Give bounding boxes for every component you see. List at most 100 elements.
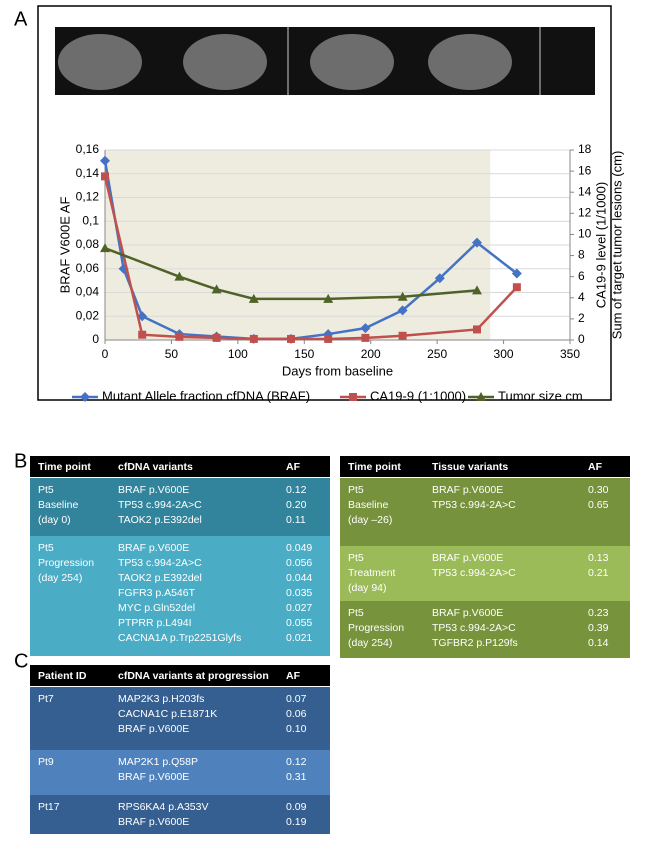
legend-label: Mutant Allele fraction cfDNA (BRAF): [102, 388, 310, 403]
cell-text: Baseline: [38, 499, 78, 511]
cell-text: BRAF p.V600E: [118, 723, 189, 735]
cell-text: 0.11: [286, 514, 306, 526]
x-tick-label: 250: [427, 347, 447, 361]
cell-text: 0.19: [286, 816, 307, 828]
cell-text: Pt5: [38, 484, 54, 496]
x-tick-label: 350: [560, 347, 580, 361]
cell-text: Pt5: [348, 607, 364, 619]
marker: [248, 293, 259, 303]
legend-label: CA19-9 (1:1000): [370, 388, 466, 403]
marker: [212, 333, 221, 342]
table-row: [340, 478, 630, 546]
header-cell: Time point: [348, 461, 401, 473]
y2-tick-label: 6: [578, 269, 585, 283]
cell-text: MYC p.Gln52del: [118, 602, 195, 614]
marker: [512, 283, 521, 292]
cell-text: Pt17: [38, 801, 60, 813]
cell-text: MAP2K3 p.H203fs: [118, 693, 204, 705]
table-row: [30, 750, 330, 795]
marker: [175, 332, 184, 341]
table-row: [340, 546, 630, 601]
y2-tick-label: 14: [578, 184, 592, 198]
cell-text: 0.06: [286, 708, 307, 720]
y2-tick-label: 2: [578, 311, 585, 325]
x-tick-label: 100: [228, 347, 248, 361]
marker: [511, 268, 522, 279]
cell-text: Pt5: [348, 552, 364, 564]
cell-text: 0.14: [588, 637, 609, 649]
y-tick-label: 0,04: [76, 285, 100, 299]
cell-text: Progression: [38, 557, 94, 569]
ct-strip: [55, 27, 595, 95]
cell-text: Treatment: [348, 567, 396, 579]
y-tick-label: 0,12: [76, 190, 100, 204]
cell-text: Baseline: [348, 499, 388, 511]
marker: [80, 392, 90, 402]
header-cell: AF: [286, 670, 301, 682]
cell-text: TAOK2 p.E392del: [118, 514, 202, 526]
marker: [361, 333, 370, 342]
marker: [434, 273, 445, 284]
cell-text: 0.044: [286, 572, 312, 584]
panel-label: B: [14, 450, 27, 472]
cell-text: Pt9: [38, 756, 54, 768]
cell-text: 0.10: [286, 723, 307, 735]
table-row: [30, 795, 330, 834]
cell-text: BRAF p.V600E: [432, 484, 503, 496]
x-tick-label: 0: [102, 347, 109, 361]
table-row: [30, 478, 330, 536]
table-header: [30, 456, 330, 477]
cell-text: BRAF p.V600E: [432, 607, 503, 619]
header-cell: cfDNA variants at progression: [118, 670, 269, 682]
legend-label: Tumor size cm: [498, 388, 583, 403]
cell-text: TP53 c.994-2A>C: [432, 499, 516, 511]
cell-text: 0.021: [286, 632, 312, 644]
y2-tick-label: 0: [578, 332, 585, 346]
x-tick-label: 300: [494, 347, 514, 361]
cell-text: TP53 c.994-2A>C: [432, 567, 516, 579]
cell-text: 0.65: [588, 499, 609, 511]
panel-label: A: [14, 8, 28, 30]
cell-text: Pt7: [38, 693, 54, 705]
y-tick-label: 0,14: [76, 166, 100, 180]
cell-text: TP53 c.994-2A>C: [118, 499, 202, 511]
cell-text: BRAF p.V600E: [118, 771, 189, 783]
cell-text: 0.049: [286, 542, 312, 554]
cell-text: 0.035: [286, 587, 312, 599]
marker: [398, 331, 407, 340]
table-header: [340, 456, 630, 477]
cell-text: CACNA1A p.Trp2251Glyfs: [118, 632, 241, 644]
cell-text: BRAF p.V600E: [432, 552, 503, 564]
y-axis-label: BRAF V600E AF: [57, 197, 72, 294]
marker: [397, 305, 408, 316]
cell-text: 0.30: [588, 484, 609, 496]
table-row: [30, 536, 330, 656]
y-tick-label: 0,02: [76, 308, 100, 322]
panel-label: C: [14, 650, 28, 672]
header-cell: AF: [286, 461, 301, 473]
marker: [323, 293, 334, 303]
y-tick-label: 0: [92, 332, 99, 346]
cell-text: BRAF p.V600E: [118, 484, 189, 496]
cell-text: BRAF p.V600E: [118, 816, 189, 828]
marker: [211, 284, 222, 294]
marker: [100, 155, 110, 166]
y2-axis-label: CA19-9 level (1/1000): [593, 182, 608, 308]
cell-text: (day 254): [38, 572, 82, 584]
table-row: [30, 687, 330, 750]
cell-text: 0.39: [588, 622, 609, 634]
cell-text: CACNA1C p.E1871K: [118, 708, 217, 720]
cell-text: BRAF p.V600E: [118, 542, 189, 554]
marker: [349, 393, 357, 401]
marker: [360, 323, 371, 334]
cell-text: Progression: [348, 622, 404, 634]
y2-axis-label: Sum of target tumor lesions (cm): [609, 151, 624, 340]
y2-tick-label: 12: [578, 206, 592, 220]
cell-text: TP53 c.994-2A>C: [432, 622, 516, 634]
cell-text: Pt5: [38, 542, 54, 554]
marker: [101, 172, 109, 181]
y2-tick-label: 4: [578, 290, 585, 304]
cell-text: 0.027: [286, 602, 312, 614]
panel-frame: [37, 5, 612, 401]
